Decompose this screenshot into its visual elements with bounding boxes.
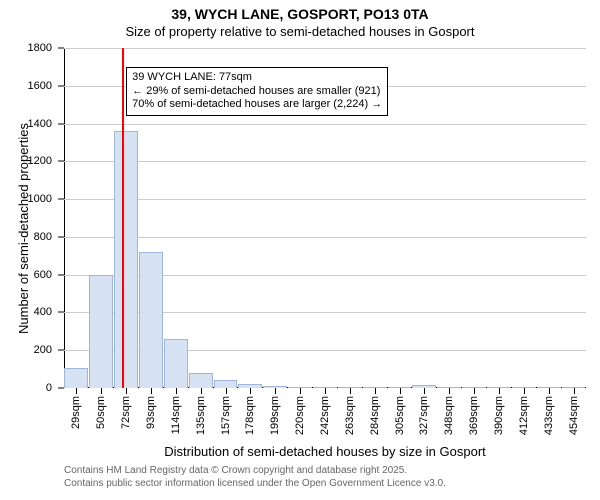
x-tick-label: 93sqm xyxy=(145,396,157,429)
x-tick-mark xyxy=(250,388,251,394)
y-tick-mark xyxy=(58,312,64,313)
x-tick-label: 348sqm xyxy=(443,396,455,435)
x-tick-mark xyxy=(524,388,525,394)
x-tick-mark xyxy=(350,388,351,394)
property-marker-line xyxy=(122,48,124,388)
gridline xyxy=(64,161,586,162)
annotation-line: 39 WYCH LANE: 77sqm xyxy=(132,71,382,85)
x-tick-mark xyxy=(449,388,450,394)
x-tick-mark xyxy=(499,388,500,394)
histogram-bar xyxy=(189,373,213,388)
gridline xyxy=(64,199,586,200)
y-tick-mark xyxy=(58,388,64,389)
x-tick-label: 454sqm xyxy=(568,396,580,435)
x-tick-mark xyxy=(226,388,227,394)
x-tick-label: 327sqm xyxy=(418,396,430,435)
annotation-box: 39 WYCH LANE: 77sqm← 29% of semi-detache… xyxy=(126,67,388,116)
y-tick-mark xyxy=(58,199,64,200)
y-tick-label: 200 xyxy=(34,344,52,356)
x-tick-label: 72sqm xyxy=(120,396,132,429)
y-tick-mark xyxy=(58,123,64,124)
x-tick-label: 114sqm xyxy=(170,396,182,434)
gridline xyxy=(64,48,586,49)
histogram-bar xyxy=(64,368,88,388)
x-axis-label: Distribution of semi-detached houses by … xyxy=(64,444,586,459)
y-tick-mark xyxy=(58,161,64,162)
x-tick-label: 135sqm xyxy=(195,396,207,435)
histogram-bar xyxy=(214,380,238,388)
x-tick-mark xyxy=(424,388,425,394)
y-tick-label: 400 xyxy=(34,306,52,318)
x-tick-mark xyxy=(176,388,177,394)
x-tick-label: 412sqm xyxy=(518,396,530,435)
y-tick-label: 1400 xyxy=(28,118,52,130)
x-tick-label: 433sqm xyxy=(543,396,555,435)
x-tick-mark xyxy=(151,388,152,394)
x-tick-mark xyxy=(549,388,550,394)
x-tick-mark xyxy=(325,388,326,394)
x-tick-label: 29sqm xyxy=(70,396,82,429)
x-tick-label: 157sqm xyxy=(220,396,232,435)
annotation-line: ← 29% of semi-detached houses are smalle… xyxy=(132,85,382,99)
x-tick-mark xyxy=(474,388,475,394)
x-tick-mark xyxy=(375,388,376,394)
y-axis-line xyxy=(64,48,65,388)
plot-area: 02004006008001000120014001600180029sqm50… xyxy=(64,48,586,388)
y-tick-label: 800 xyxy=(34,231,52,243)
gridline xyxy=(64,124,586,125)
annotation-line: 70% of semi-detached houses are larger (… xyxy=(132,98,382,112)
y-tick-label: 600 xyxy=(34,269,52,281)
x-tick-label: 390sqm xyxy=(493,396,505,435)
x-tick-mark xyxy=(126,388,127,394)
y-tick-mark xyxy=(58,236,64,237)
x-tick-label: 50sqm xyxy=(95,396,107,429)
y-axis-label: Number of semi-detached properties xyxy=(16,123,31,334)
x-tick-label: 199sqm xyxy=(269,396,281,435)
histogram-bar xyxy=(114,131,138,388)
y-tick-mark xyxy=(58,48,64,49)
gridline xyxy=(64,237,586,238)
histogram-bar xyxy=(164,339,188,388)
credit-line: Contains HM Land Registry data © Crown c… xyxy=(64,464,446,477)
histogram-bar xyxy=(89,275,113,388)
y-tick-label: 1200 xyxy=(28,155,52,167)
chart-subtitle: Size of property relative to semi-detach… xyxy=(0,24,600,39)
x-tick-label: 242sqm xyxy=(319,396,331,435)
histogram-bar xyxy=(139,252,163,388)
y-tick-mark xyxy=(58,350,64,351)
x-tick-label: 284sqm xyxy=(369,396,381,435)
x-tick-mark xyxy=(300,388,301,394)
chart-title: 39, WYCH LANE, GOSPORT, PO13 0TA xyxy=(0,6,600,22)
credit-line: Contains public sector information licen… xyxy=(64,477,446,490)
x-tick-label: 369sqm xyxy=(468,396,480,435)
x-tick-mark xyxy=(101,388,102,394)
y-tick-label: 1600 xyxy=(28,80,52,92)
x-tick-label: 263sqm xyxy=(344,396,356,435)
x-tick-mark xyxy=(201,388,202,394)
y-tick-mark xyxy=(58,274,64,275)
y-tick-label: 1000 xyxy=(28,193,52,205)
x-tick-mark xyxy=(574,388,575,394)
x-tick-mark xyxy=(76,388,77,394)
x-tick-mark xyxy=(275,388,276,394)
x-tick-label: 305sqm xyxy=(394,396,406,435)
y-tick-label: 1800 xyxy=(28,42,52,54)
credits-block: Contains HM Land Registry data © Crown c… xyxy=(64,464,446,490)
x-tick-label: 220sqm xyxy=(294,396,306,435)
x-tick-mark xyxy=(400,388,401,394)
x-tick-label: 178sqm xyxy=(244,396,256,435)
y-tick-label: 0 xyxy=(46,382,52,394)
chart-container: { "title": "39, WYCH LANE, GOSPORT, PO13… xyxy=(0,0,600,500)
y-tick-mark xyxy=(58,85,64,86)
